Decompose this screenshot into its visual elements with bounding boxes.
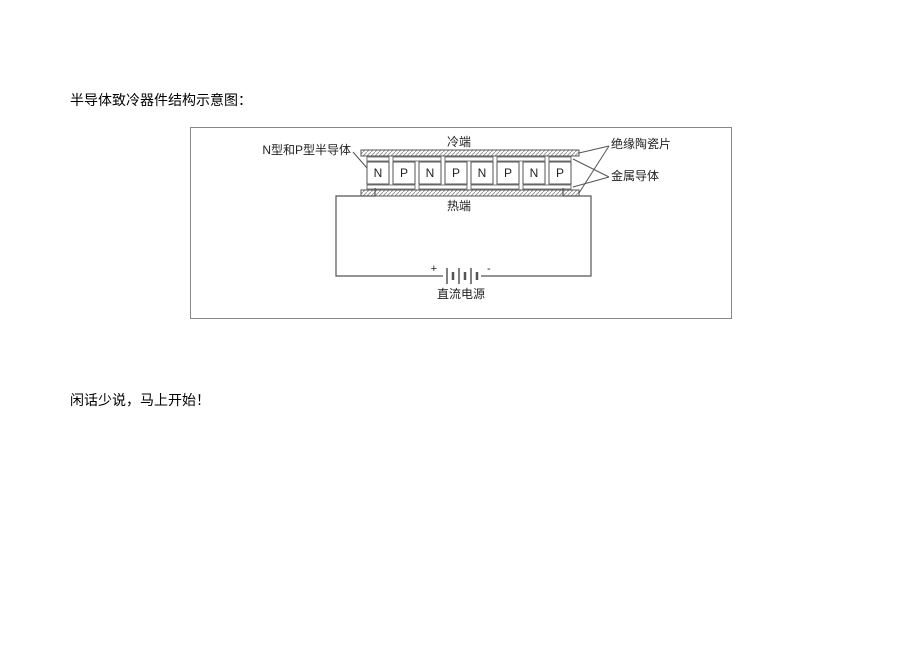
top-connectors xyxy=(367,157,571,161)
minus-label: - xyxy=(487,263,491,275)
cell-letter: P xyxy=(452,166,460,180)
cold-end-label: 冷端 xyxy=(447,135,471,149)
ceramic-label: 绝缘陶瓷片 xyxy=(611,136,671,151)
bottom-connectors xyxy=(367,185,571,189)
semiconductor-label: N型和P型半导体 xyxy=(262,143,351,157)
cell-letter: N xyxy=(426,166,435,180)
arrow-ceramic-top xyxy=(579,146,609,153)
cell-letter: N xyxy=(478,166,487,180)
battery-icon xyxy=(447,268,477,284)
outro-text: 闲话少说，马上开始！ xyxy=(70,390,210,410)
cells-group: NPNPNPNP xyxy=(367,162,571,184)
cell-letter: P xyxy=(504,166,512,180)
diagram-container: 冷端 N型和P型半导体 N P N P N P N P 热端 绝缘陶瓷片 xyxy=(190,127,732,319)
cell-letter: N xyxy=(374,166,383,180)
plus-label: + xyxy=(431,263,437,275)
conductor-label: 金属导体 xyxy=(611,168,659,183)
diagram-svg: 冷端 N型和P型半导体 N P N P N P N P 热端 绝缘陶瓷片 xyxy=(191,128,731,318)
cell-letter: P xyxy=(556,166,564,180)
hot-end-label: 热端 xyxy=(447,199,471,213)
top-ceramic xyxy=(361,150,579,156)
cell-letter: N xyxy=(530,166,539,180)
cell-letter: P xyxy=(400,166,408,180)
dc-power-label: 直流电源 xyxy=(437,287,485,301)
intro-text: 半导体致冷器件结构示意图： xyxy=(70,90,252,110)
bottom-ceramic xyxy=(361,190,579,196)
arrow-conductor-bot xyxy=(573,177,609,187)
